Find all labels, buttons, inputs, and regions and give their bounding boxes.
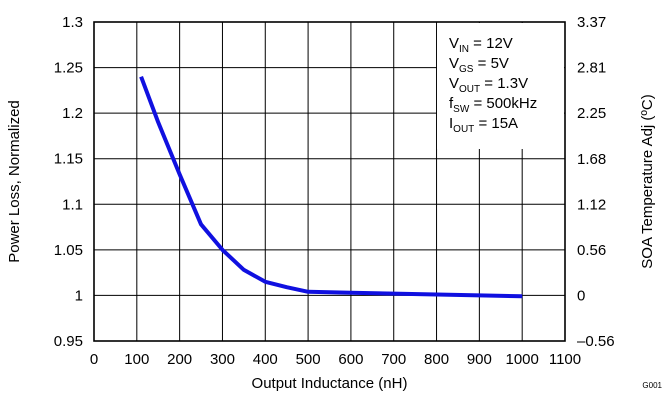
x-tick-label: 400	[253, 351, 278, 368]
x-tick-label: 700	[381, 351, 406, 368]
series-line	[139, 75, 523, 299]
x-tick-label: 1100	[549, 351, 581, 368]
series-layer	[139, 75, 523, 299]
x-tick-label: 200	[167, 351, 192, 368]
y-axis-left: 0.95 1 1.05 1.1 1.15 1.2 1.25 1.3	[54, 14, 83, 350]
y2-tick-label: 1.12	[577, 197, 606, 214]
y2-axis-title: SOA Temperature Adj (ºC)	[639, 94, 656, 268]
plot-area	[93, 21, 566, 342]
annotation-line: fSW = 500kHz	[449, 95, 537, 115]
x-tick-label: 1000	[505, 351, 538, 368]
x-axis-title: Output Inductance (nH)	[252, 375, 408, 392]
y-tick-label: 1.15	[54, 151, 83, 168]
annotation-line: VOUT = 1.3V	[449, 75, 528, 95]
y-tick-label: 1.25	[54, 60, 83, 77]
y2-tick-label: 1.68	[577, 151, 606, 168]
y2-tick-label: –0.56	[577, 333, 615, 350]
figure-id: G001	[642, 381, 662, 390]
x-tick-label: 800	[424, 351, 449, 368]
y-tick-label: 1.2	[62, 105, 83, 122]
annotation-line: VIN = 12V	[449, 35, 513, 55]
y2-tick-label: 0	[577, 288, 585, 305]
x-tick-label: 300	[210, 351, 235, 368]
y2-tick-label: 3.37	[577, 14, 606, 31]
x-tick-label: 100	[124, 351, 149, 368]
y-tick-label: 1.05	[54, 242, 83, 259]
y-tick-label: 1	[75, 287, 83, 304]
y-axis-title: Power Loss, Normalized	[6, 100, 23, 263]
grid	[94, 22, 565, 341]
annotation-line: VGS = 5V	[449, 55, 509, 75]
y-tick-label: 1.3	[62, 14, 83, 31]
annotation-line: IOUT = 15A	[449, 115, 518, 135]
x-axis: 0 100 200 300 400 500 600 700 800 900 1000 1100	[90, 351, 581, 368]
x-tick-label: 900	[467, 351, 492, 368]
x-tick-label: 0	[90, 351, 98, 368]
y-axis-right: –0.56 0 0.56 1.12 1.68 2.25 2.81 3.37	[577, 14, 615, 350]
y2-tick-label: 2.25	[577, 105, 606, 122]
y2-tick-label: 0.56	[577, 242, 606, 259]
y2-tick-label: 2.81	[577, 59, 606, 76]
annotation-box	[437, 23, 564, 149]
y-tick-label: 0.95	[54, 333, 83, 350]
x-tick-label: 500	[296, 351, 321, 368]
y-tick-label: 1.1	[62, 196, 83, 213]
x-tick-label: 600	[338, 351, 363, 368]
